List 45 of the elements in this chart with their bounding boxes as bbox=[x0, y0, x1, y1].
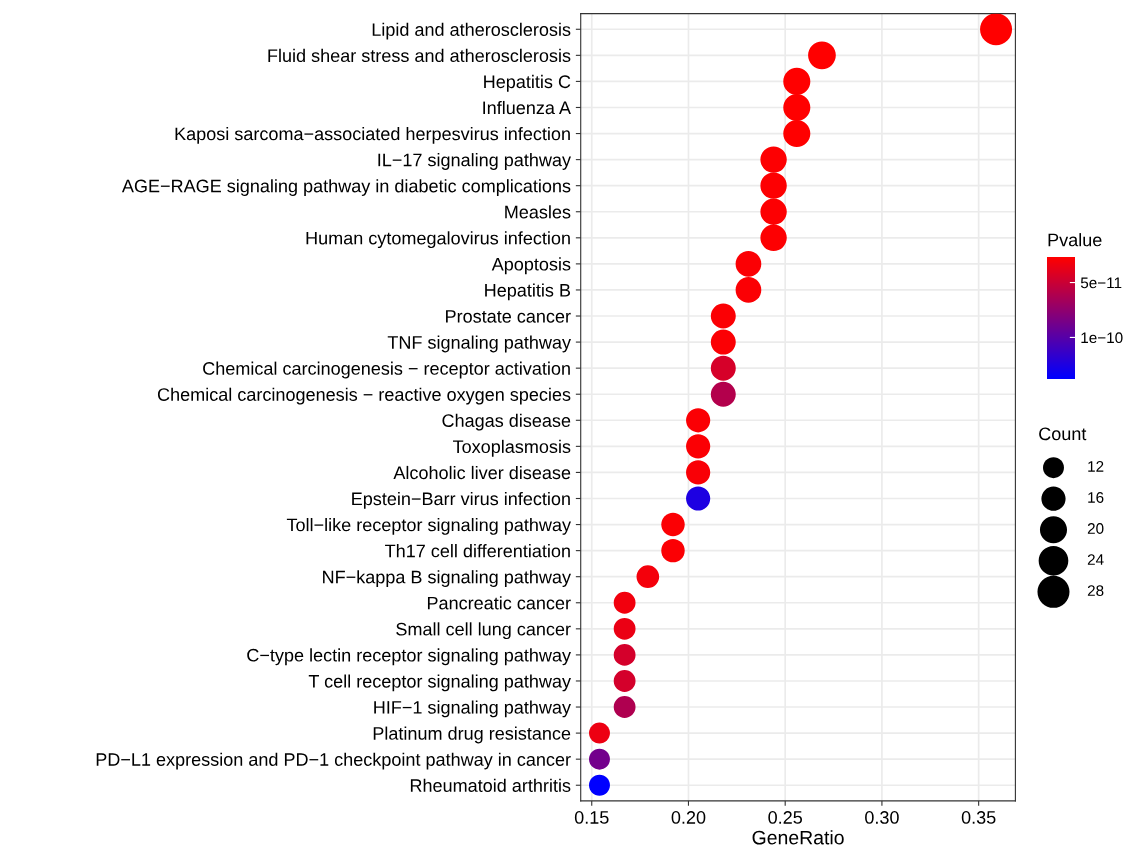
legend-label: 12 bbox=[1088, 461, 1104, 472]
y-tick-label: Human cytomegalovirus infection bbox=[306, 231, 570, 249]
color-bar-label: 5e−11 bbox=[1080, 277, 1122, 289]
y-tick-label: Chagas disease bbox=[442, 413, 571, 431]
y-tick-label: Toll−like receptor signaling pathway bbox=[286, 518, 571, 535]
x-tick-label: 0.15 bbox=[574, 811, 609, 824]
y-tick-label: IL−17 signaling pathway bbox=[378, 153, 571, 170]
y-tick-label: TNF signaling pathway bbox=[387, 335, 571, 353]
y-tick-label: T cell receptor signaling pathway bbox=[308, 674, 571, 692]
legend-label: 16 bbox=[1088, 492, 1104, 503]
y-tick-label: Pancreatic cancer bbox=[427, 596, 571, 610]
y-tick-label: Small cell lung cancer bbox=[396, 622, 571, 640]
y-tick-label: Lipid and atherosclerosis bbox=[372, 22, 571, 40]
y-tick-label: Apoptosis bbox=[491, 257, 571, 275]
y-tick-label: Fluid shear stress and atherosclerosis bbox=[268, 48, 571, 63]
y-tick-label: Toxoplasmosis bbox=[453, 439, 571, 457]
color-bar-label: 1e−10 bbox=[1081, 332, 1123, 344]
x-axis-title: GeneRatio bbox=[752, 830, 844, 845]
y-tick-label: Chemical carcinogenesis − reactive oxygen species bbox=[157, 387, 571, 405]
y-tick-label: HIF−1 signaling pathway bbox=[374, 700, 571, 718]
color-bar-title: Pvalue bbox=[1048, 233, 1102, 247]
y-tick-label: Hepatitis C bbox=[484, 74, 571, 92]
y-tick-label: Kaposi sarcoma−associated herpesvirus infection bbox=[175, 127, 570, 144]
y-tick-label: Prostate cancer bbox=[446, 310, 571, 323]
y-tick-label: C−type lectin receptor signaling pathway bbox=[247, 648, 571, 666]
x-tick-label: 0.20 bbox=[671, 811, 706, 824]
x-tick-label: 0.25 bbox=[768, 811, 803, 824]
y-tick-label: Rheumatoid arthritis bbox=[410, 778, 571, 792]
y-tick-label: Hepatitis B bbox=[485, 283, 571, 301]
y-tick-label: AGE−RAGE signaling pathway in diabetic complications bbox=[121, 179, 571, 196]
legend-label: 28 bbox=[1087, 585, 1104, 597]
y-tick-label: Chemical carcinogenesis − receptor activation bbox=[203, 361, 570, 379]
legend-title: Count bbox=[1039, 427, 1087, 441]
y-tick-label: Alcoholic liver disease bbox=[393, 465, 571, 480]
legend-label: 24 bbox=[1087, 554, 1104, 565]
x-tick-label: 0.35 bbox=[961, 811, 996, 824]
y-tick-label: Th17 cell differentiation bbox=[385, 544, 570, 558]
y-tick-label: PD−L1 expression and PD−1 checkpoint pathway in cancer bbox=[96, 752, 571, 770]
x-tick-label: 0.30 bbox=[865, 811, 899, 824]
y-tick-label: Epstein−Barr virus infection bbox=[352, 491, 570, 509]
legend-label: 20 bbox=[1087, 523, 1104, 534]
y-tick-label: Measles bbox=[505, 205, 571, 219]
y-tick-label: Influenza A bbox=[483, 100, 571, 115]
y-tick-label: NF−kappa B signaling pathway bbox=[323, 570, 571, 587]
y-tick-label: Platinum drug resistance bbox=[373, 726, 571, 744]
